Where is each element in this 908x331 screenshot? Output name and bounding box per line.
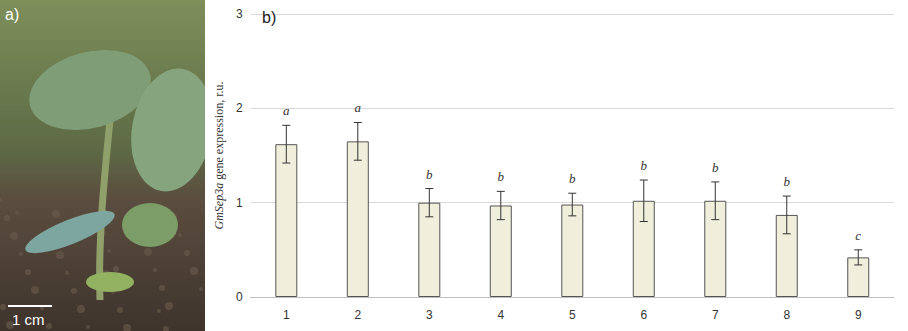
svg-text:6: 6 xyxy=(640,308,647,322)
svg-text:7: 7 xyxy=(712,308,719,322)
svg-text:1: 1 xyxy=(236,196,243,210)
svg-text:2: 2 xyxy=(236,101,243,115)
svg-text:5: 5 xyxy=(569,308,576,322)
svg-text:4: 4 xyxy=(497,308,504,322)
svg-text:a: a xyxy=(283,103,290,118)
svg-text:b: b xyxy=(498,169,505,184)
svg-text:8: 8 xyxy=(783,308,790,322)
svg-text:c: c xyxy=(855,228,861,243)
svg-text:b: b xyxy=(784,174,791,189)
svg-text:b: b xyxy=(712,160,719,175)
svg-text:2: 2 xyxy=(354,308,361,322)
svg-text:1 cm: 1 cm xyxy=(12,311,45,328)
svg-text:b: b xyxy=(569,171,576,186)
svg-text:b: b xyxy=(641,158,648,173)
svg-text:9: 9 xyxy=(855,308,862,322)
svg-text:a: a xyxy=(355,100,362,115)
svg-text:b): b) xyxy=(262,9,276,26)
svg-text:3: 3 xyxy=(426,308,433,322)
svg-text:gene expression, r.u.: gene expression, r.u. xyxy=(212,82,226,183)
svg-text:GmSep3a: GmSep3a xyxy=(212,183,226,230)
svg-text:1: 1 xyxy=(283,308,290,322)
svg-text:0: 0 xyxy=(236,290,243,304)
svg-text:a): a) xyxy=(5,6,19,23)
svg-text:b: b xyxy=(426,167,433,182)
svg-text:3: 3 xyxy=(236,7,243,21)
